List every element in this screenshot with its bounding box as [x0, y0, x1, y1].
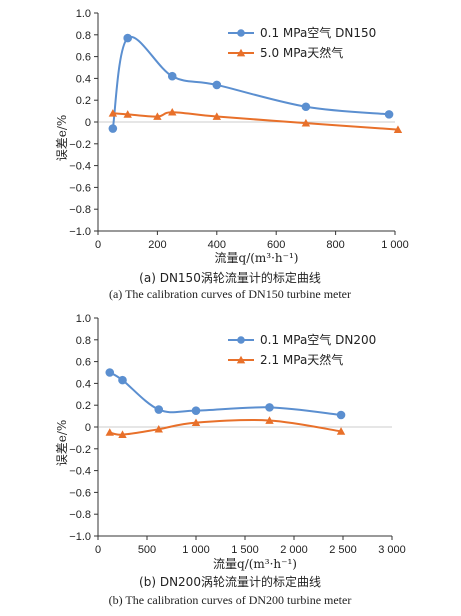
- data-point: [105, 368, 115, 377]
- data-point: [167, 71, 177, 81]
- data-point: [301, 102, 311, 112]
- data-point: [105, 428, 114, 436]
- x-tick-label: 1 000: [182, 544, 210, 556]
- y-tick-label: 0.8: [76, 335, 91, 347]
- data-point: [212, 112, 221, 120]
- data-point: [265, 403, 274, 412]
- x-tick-label: 1 500: [231, 544, 259, 556]
- data-point: [123, 110, 132, 118]
- y-tick-label: −1.0: [69, 226, 91, 238]
- y-tick-label: 0: [85, 422, 91, 434]
- legend-label: 2.1 MPa天然气: [260, 352, 343, 367]
- series-line: [111, 35, 390, 129]
- caption-chinese: (a) DN150涡轮流量计的标定曲线: [139, 270, 321, 285]
- y-tick-label: 0.8: [76, 30, 91, 42]
- y-tick-label: 0.6: [76, 357, 91, 369]
- legend-label: 5.0 MPa天然气: [260, 45, 343, 60]
- chart-panel-1: 1.0 0.8 0.6 0.4 0.2 0 −0.2 −0.4 −0.6 −0.8 −1.0 0 200…: [55, 8, 409, 301]
- y-axis-label: 误差e/%: [55, 420, 69, 467]
- data-point: [191, 406, 201, 415]
- caption-chinese: (b) DN200涡轮流量计的标定曲线: [139, 574, 321, 589]
- data-point: [301, 118, 311, 127]
- x-axis-label: 流量q/(m³·h⁻¹): [215, 251, 299, 265]
- y-tick-label: 0.4: [76, 378, 91, 390]
- y-tick-label: 0: [85, 117, 91, 129]
- series-1: [105, 368, 346, 420]
- data-point: [384, 110, 394, 119]
- y-axis-label: 误差e/%: [55, 115, 69, 162]
- y-tick-label: −0.8: [69, 204, 91, 216]
- series-2: [108, 107, 403, 133]
- x-tick-label: 600: [267, 239, 285, 251]
- y-tick-label: 1.0: [76, 8, 91, 20]
- y-tick-label: 0.2: [76, 400, 91, 412]
- data-point: [168, 107, 177, 116]
- data-point: [265, 416, 274, 424]
- data-point: [108, 124, 118, 133]
- y-tick-label: 0.4: [76, 73, 91, 85]
- data-point: [153, 112, 162, 120]
- data-point: [118, 375, 127, 385]
- x-tick-label: 200: [148, 239, 166, 251]
- caption-english: (b) The calibration curves of DN200 turb…: [109, 593, 352, 607]
- legend-marker: [237, 336, 245, 344]
- legend-entry-1: 0.1 MPa空气 DN150: [228, 25, 376, 40]
- y-tick-label: −1.0: [69, 531, 91, 543]
- series-1: [108, 33, 394, 133]
- data-point: [108, 109, 118, 117]
- legend-entry-1: 0.1 MPa空气 DN200: [228, 332, 376, 347]
- data-point: [393, 125, 403, 133]
- y-tick-label: 1.0: [76, 313, 91, 325]
- data-point: [191, 418, 201, 426]
- y-tick-label: 0.6: [76, 52, 91, 64]
- y-tick-label: −0.8: [69, 509, 91, 521]
- data-point: [336, 410, 346, 420]
- x-tick-label: 3 000: [378, 544, 406, 556]
- x-tick-label: 2 000: [280, 544, 308, 556]
- x-tick-label: 500: [138, 544, 156, 556]
- y-tick-label: −0.2: [69, 139, 91, 151]
- x-tick-label: 400: [208, 239, 226, 251]
- x-tick-label: 1 000: [381, 239, 409, 251]
- y-tick-label: −0.6: [69, 487, 91, 499]
- data-point: [118, 430, 127, 438]
- series-line: [109, 371, 342, 417]
- legend-label: 0.1 MPa空气 DN150: [260, 25, 376, 40]
- caption-english: (a) The calibration curves of DN150 turb…: [109, 287, 351, 301]
- x-tick-label: 0: [95, 239, 101, 251]
- legend-entry-2: 2.1 MPa天然气: [228, 352, 343, 367]
- series-line: [112, 111, 399, 131]
- legend-entry-2: 5.0 MPa天然气: [228, 45, 343, 60]
- y-tick-label: −0.6: [69, 182, 91, 194]
- y-tick-label: −0.4: [69, 161, 91, 173]
- data-point: [212, 80, 222, 90]
- data-point: [336, 427, 346, 435]
- chart-panel-2: 1.0 0.8 0.6 0.4 0.2 0 −0.2 −0.4 −0.6 −0.8 −1.0 0 500…: [55, 313, 406, 607]
- data-point: [123, 33, 132, 43]
- data-point: [154, 424, 163, 433]
- legend-marker: [236, 355, 246, 364]
- y-tick-label: −0.2: [69, 444, 91, 456]
- x-tick-label: 800: [326, 239, 344, 251]
- x-axis-label: 流量q/(m³·h⁻¹): [213, 557, 297, 571]
- legend-marker: [236, 48, 246, 57]
- x-tick-label: 2 500: [329, 544, 357, 556]
- series-2: [105, 416, 346, 438]
- series-line: [109, 418, 342, 436]
- y-tick-label: −0.4: [69, 466, 91, 478]
- legend-label: 0.1 MPa空气 DN200: [260, 332, 376, 347]
- x-tick-label: 0: [95, 544, 101, 556]
- legend-marker: [237, 29, 245, 37]
- data-point: [154, 405, 164, 414]
- y-tick-label: 0.2: [76, 95, 91, 107]
